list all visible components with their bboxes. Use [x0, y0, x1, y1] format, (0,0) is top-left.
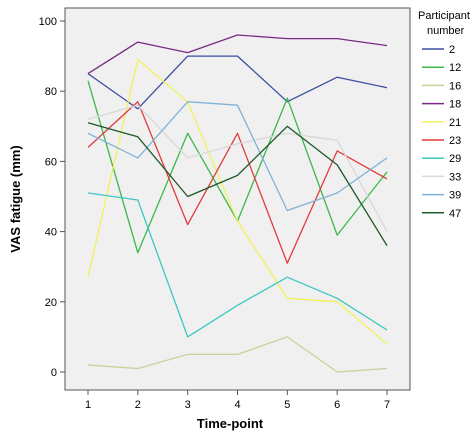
x-tick-label: 5	[284, 399, 290, 411]
series-line-33	[87, 104, 388, 232]
legend-label-39: 39	[449, 190, 461, 202]
series-line-21	[87, 58, 388, 345]
y-tick-label: 20	[45, 297, 57, 309]
x-tick-label: 3	[185, 399, 191, 411]
legend-label-29: 29	[449, 153, 461, 165]
x-tick-label: 1	[85, 399, 91, 411]
y-tick-label: 60	[45, 156, 57, 168]
y-axis: 0 20 40 60 80 100	[39, 16, 65, 379]
series-layer	[87, 34, 388, 373]
series-line-29	[87, 192, 388, 338]
y-tick-label: 40	[45, 227, 57, 239]
x-axis-title: Time-point	[197, 416, 264, 431]
legend-label-18: 18	[449, 99, 461, 111]
y-tick-label: 0	[51, 367, 57, 379]
legend-title-line-2: number	[427, 25, 465, 37]
x-tick-label: 7	[384, 399, 390, 411]
series-line-2	[87, 55, 388, 110]
legend-label-23: 23	[449, 135, 461, 147]
x-tick-label: 4	[234, 399, 240, 411]
x-tick-label: 2	[135, 399, 141, 411]
y-tick-label: 100	[39, 16, 57, 28]
series-line-47	[87, 122, 388, 246]
legend-label-33: 33	[449, 171, 461, 183]
legend-label-2: 2	[449, 44, 455, 56]
y-axis-title: VAS fatigue (mm)	[8, 145, 23, 252]
x-tick-label: 6	[334, 399, 340, 411]
legend-label-16: 16	[449, 80, 461, 92]
series-line-39	[87, 101, 388, 212]
legend-label-12: 12	[449, 62, 461, 74]
legend-label-21: 21	[449, 117, 461, 129]
series-line-23	[87, 101, 388, 264]
series-line-16	[87, 336, 388, 373]
legend-label-47: 47	[449, 208, 461, 220]
series-line-18	[87, 34, 388, 75]
x-axis: 1 2 3 4 5 6 7	[85, 390, 390, 411]
legend: Participant number 2 12 16 18 21 23 29 33 39 47	[418, 10, 470, 220]
y-tick-label: 80	[45, 86, 57, 98]
legend-title-line-1: Participant	[418, 10, 470, 22]
